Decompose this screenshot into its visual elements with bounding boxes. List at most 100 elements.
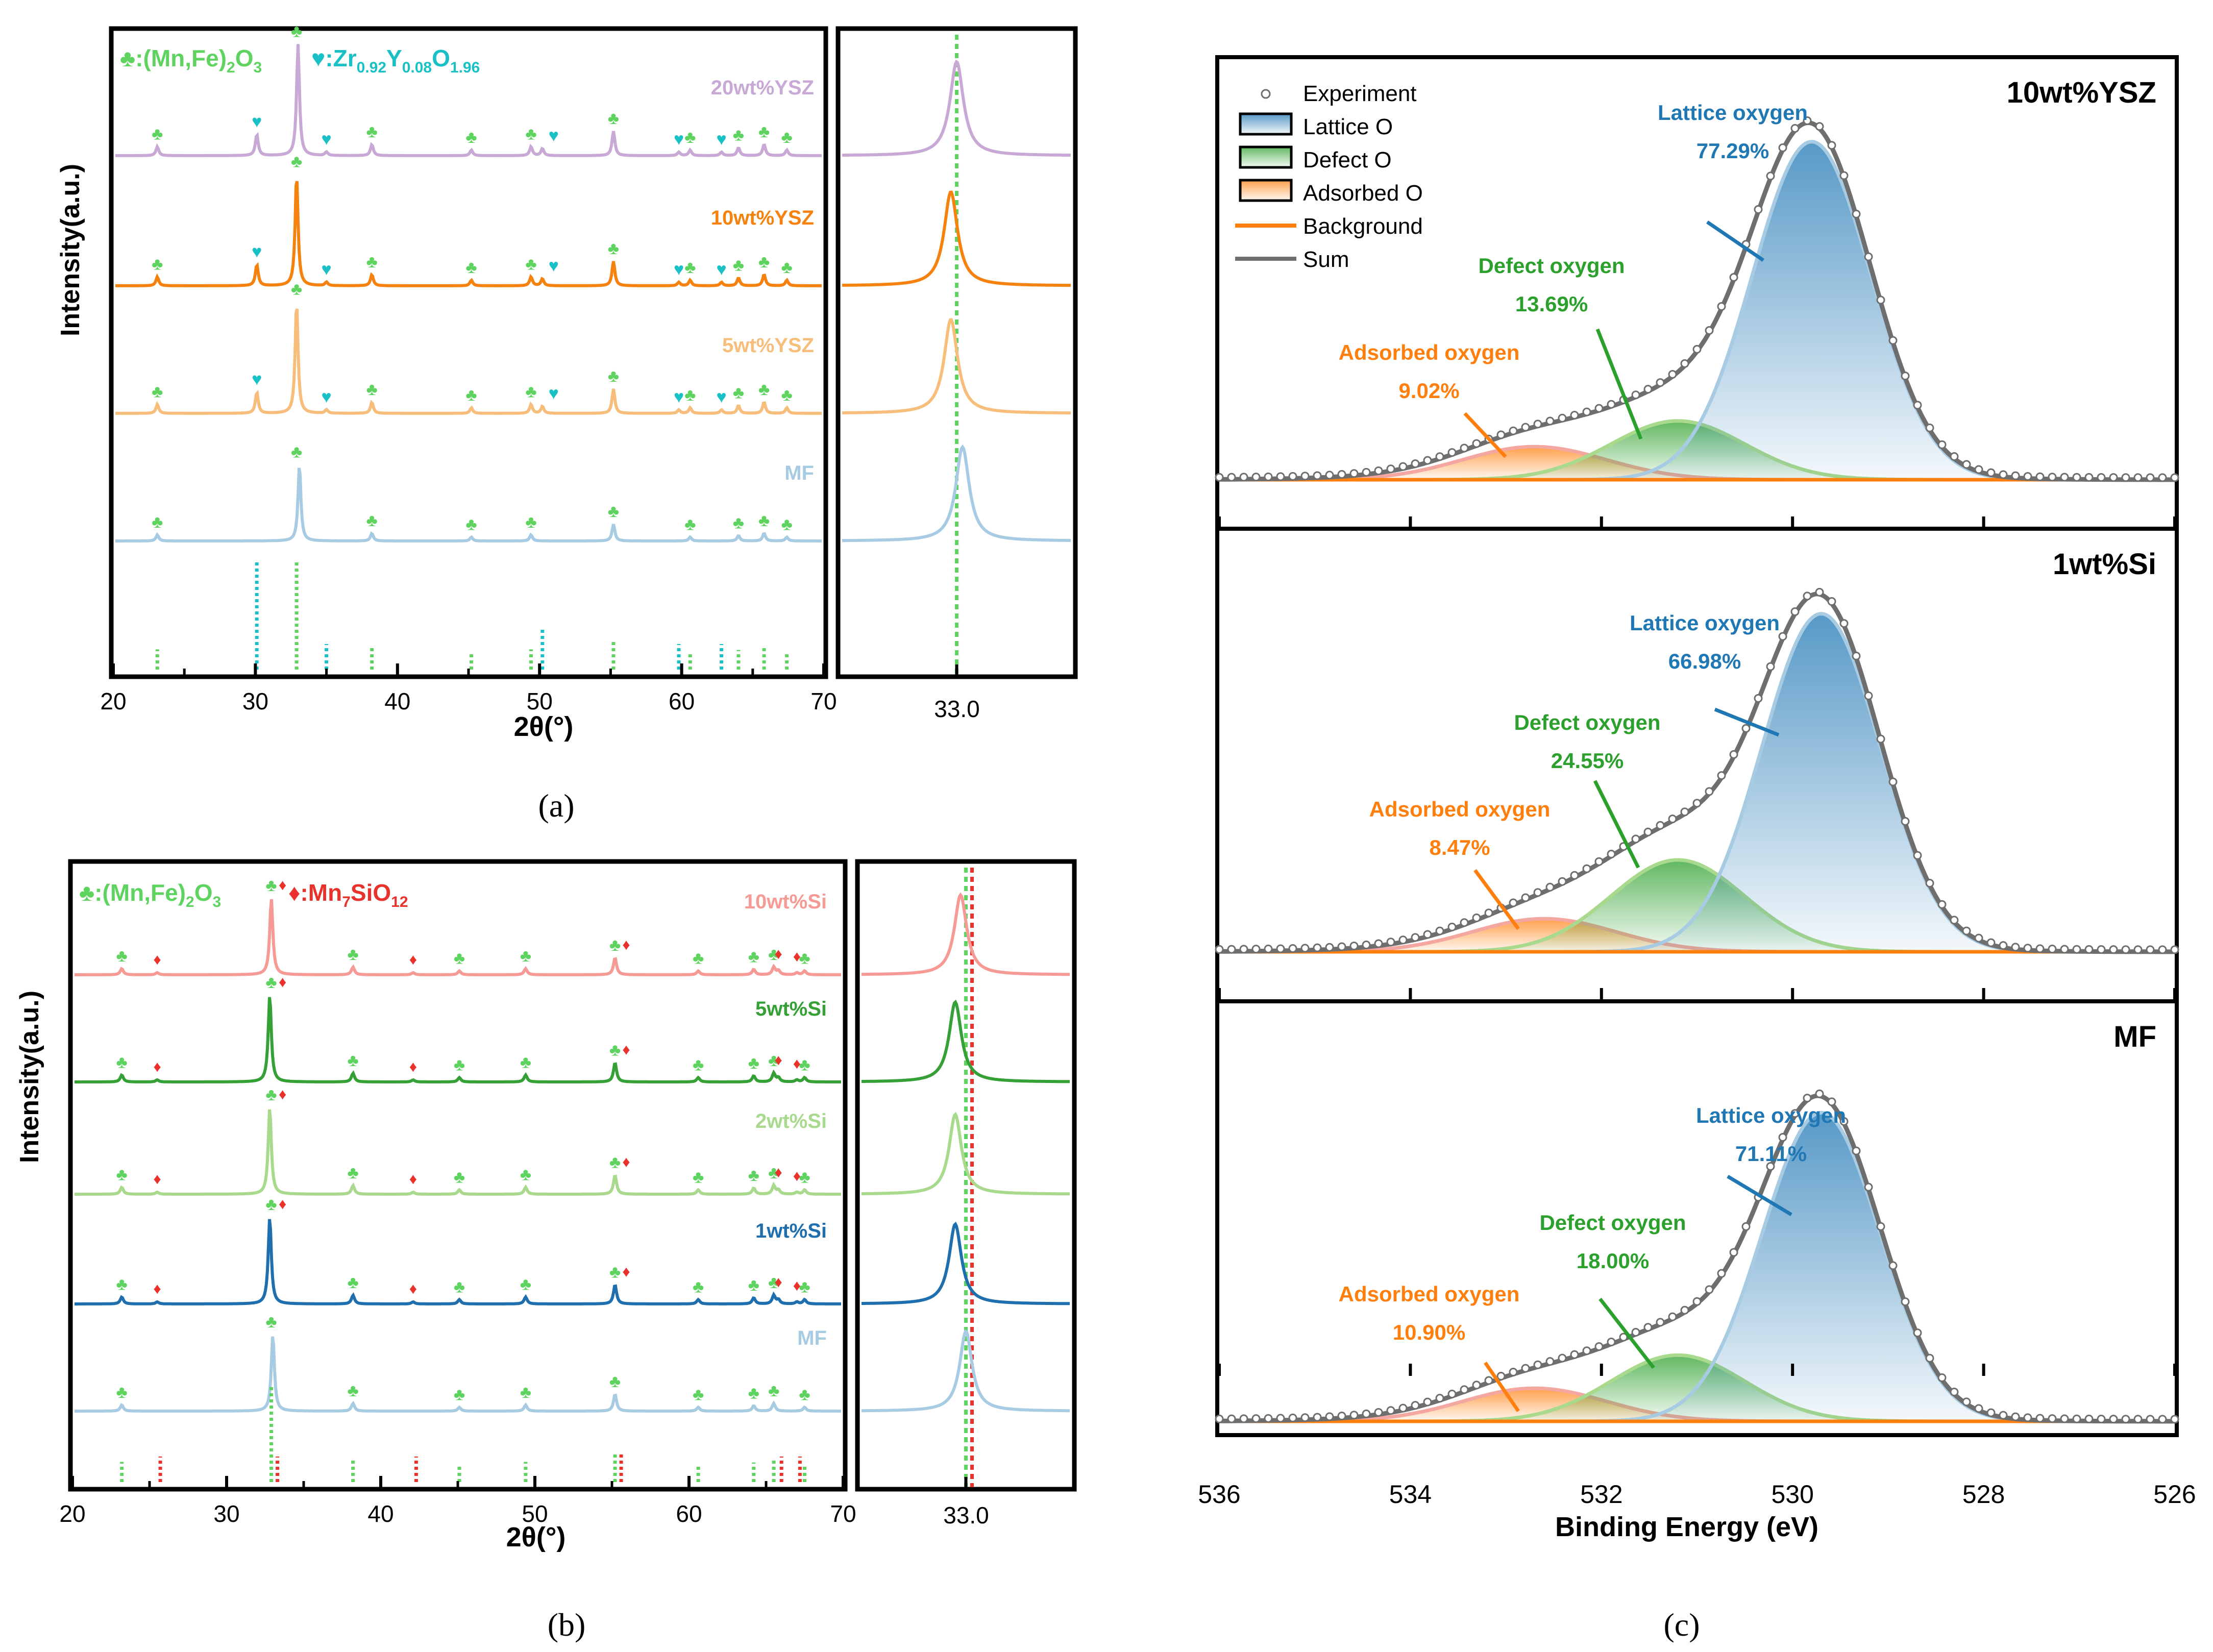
- xps-experiment-point: [1717, 1269, 1726, 1278]
- xps-experiment-point: [1251, 945, 1261, 954]
- xps-experiment-point: [1999, 470, 2008, 479]
- xrd-trace: [115, 467, 822, 543]
- xps-experiment-point: [1362, 1409, 1371, 1418]
- mnfe-peak-marker: ♣: [608, 239, 619, 258]
- xps-experiment-point: [2146, 945, 2155, 954]
- mnfe-peak-marker: ♣: [733, 256, 744, 275]
- xps-annotation-percent: 8.47%: [1429, 835, 1490, 859]
- xps-experiment-point: [1901, 1297, 1910, 1306]
- xps-experiment-point: [1594, 857, 1604, 866]
- xps-experiment-point: [1300, 472, 1310, 481]
- mnfe-peak-marker: ♣: [684, 385, 696, 405]
- xps-experiment-point: [1472, 439, 1481, 448]
- si-peak-marker: ♦: [279, 974, 286, 991]
- legend-swatch: [1239, 179, 1293, 202]
- xps-annotation-percent: 10.90%: [1393, 1320, 1465, 1344]
- si-peak-marker: ♦: [793, 1277, 801, 1294]
- mnfe-peak-marker: ♣: [465, 258, 477, 277]
- mnfe-peak-marker: ♣: [116, 1274, 127, 1294]
- xps-experiment-point: [1447, 1390, 1457, 1399]
- zoom-trace: [842, 190, 1071, 287]
- mnfe-peak-marker: ♣: [116, 946, 127, 966]
- xps-experiment-point: [1741, 1222, 1751, 1231]
- si-peak-marker: ♦: [775, 1274, 782, 1291]
- panel-a-xlabel: 2θ(°): [514, 711, 574, 742]
- mnfe-peak-marker: ♣: [608, 109, 619, 128]
- legend-label: Background: [1303, 214, 1423, 239]
- mnfe-peak-marker: ♣: [366, 122, 378, 141]
- trace-label: 2wt%Si: [755, 1110, 827, 1132]
- panel-a-zoom-frame: [835, 26, 1078, 679]
- xps-experiment-point: [1876, 1222, 1885, 1231]
- xps-x-tick-label: 526: [2153, 1480, 2196, 1509]
- si-peak-marker: ♦: [775, 1164, 782, 1181]
- xps-experiment-point: [1876, 295, 1885, 305]
- xps-experiment-point: [1852, 651, 1861, 660]
- xps-experiment-point: [2097, 945, 2106, 954]
- mnfe-peak-marker: ♣: [693, 1168, 704, 1187]
- mnfe-peak-marker: ♣: [609, 1263, 621, 1282]
- xps-experiment-point: [1803, 116, 1812, 126]
- xps-experiment-point: [2035, 1414, 2045, 1423]
- xps-experiment-point: [2011, 1412, 2020, 1421]
- mnfe-peak-marker: ♣: [733, 383, 744, 403]
- xps-experiment-point: [2170, 1415, 2179, 1424]
- xrd-trace: [115, 181, 822, 287]
- xps-experiment-point: [1545, 416, 1555, 426]
- mnfe-peak-marker: ♣: [799, 1055, 810, 1075]
- xps-experiment-point: [2170, 473, 2179, 482]
- xps-experiment-point: [1313, 471, 1322, 480]
- panel-b-xlabel: 2θ(°): [506, 1522, 566, 1552]
- xps-experiment-point: [1680, 1305, 1689, 1315]
- legend-label: Defect O: [1303, 147, 1392, 172]
- xps-experiment-point: [1778, 1132, 1787, 1142]
- trace-label: 10wt%YSZ: [711, 207, 814, 229]
- xps-annotation-label: Adsorbed oxygen: [1339, 340, 1520, 364]
- x-tick-label: 70: [810, 688, 837, 714]
- xps-experiment-point: [1754, 205, 1763, 214]
- xps-experiment-point: [1435, 452, 1444, 461]
- xps-experiment-point: [1215, 473, 1224, 482]
- xps-experiment-point: [1717, 771, 1726, 780]
- mnfe-peak-marker: ♣: [799, 949, 810, 968]
- mnfe-peak-marker: ♣: [152, 382, 163, 402]
- mnfe-peak-marker: ♣: [781, 258, 792, 277]
- xps-experiment-point: [1435, 1394, 1444, 1403]
- mnfe-peak-marker: ♣: [609, 935, 621, 955]
- mnfe-peak-marker: ♣: [781, 385, 792, 405]
- xps-experiment-point: [1790, 124, 1800, 133]
- xps-experiment-point: [1680, 807, 1689, 817]
- xps-experiment-point: [1374, 466, 1383, 475]
- x-tick-label: 20: [100, 688, 126, 714]
- xrd-trace: [75, 1219, 841, 1305]
- si-peak-marker: ♦: [622, 1154, 630, 1171]
- legend-swatch: [1239, 112, 1293, 136]
- mnfe-peak-marker: ♣: [758, 380, 770, 399]
- xps-experiment-point: [1288, 944, 1297, 953]
- xps-experiment-point: [1815, 1089, 1824, 1098]
- xps-experiment-point: [1313, 943, 1322, 952]
- mnfe-peak-marker: ♣: [608, 502, 619, 521]
- legend-label: Sum: [1303, 247, 1349, 272]
- xps-experiment-point: [1570, 871, 1579, 880]
- mnfe-peak-marker: ♣: [265, 876, 277, 895]
- mnfe-peak-marker: ♣: [768, 1163, 779, 1182]
- panel-b-zoom-tick: 33.0: [943, 1502, 989, 1528]
- xps-experiment-point: [1251, 1414, 1261, 1423]
- x-tick-label: 50: [522, 1500, 548, 1527]
- si-peak-marker: ♦: [409, 951, 417, 968]
- caption-b: (b): [548, 1607, 586, 1643]
- xps-experiment-point: [1827, 1097, 1836, 1106]
- xps-experiment-point: [1803, 591, 1812, 601]
- xps-sample-label: 1wt%Si: [2053, 548, 2156, 581]
- xps-experiment-point: [1790, 1109, 1800, 1118]
- si-peak-marker: ♦: [775, 1052, 782, 1069]
- xps-experiment-point: [1313, 1413, 1322, 1422]
- xps-experiment-point: [1276, 1414, 1285, 1423]
- xps-experiment-point: [1864, 1182, 1873, 1192]
- xps-experiment-point: [1582, 864, 1591, 873]
- mnfe-peak-marker: ♣: [265, 1195, 277, 1214]
- xps-experiment-point: [1925, 1353, 1934, 1363]
- trace-label: 10wt%Si: [744, 891, 827, 913]
- xps-experiment-point: [1839, 619, 1849, 628]
